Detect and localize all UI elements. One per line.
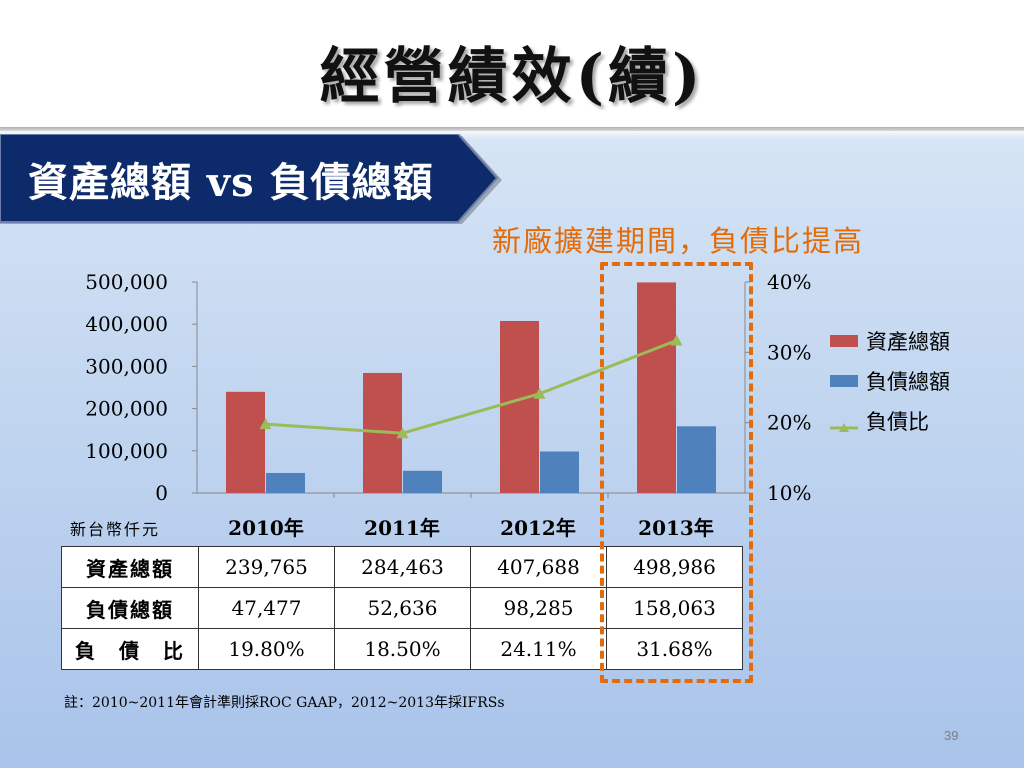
legend-item-assets: 資產總額 [830, 326, 950, 356]
bar-liabilities [266, 472, 305, 493]
row-label: 負債總額 [61, 587, 199, 629]
page-number: 39 [944, 728, 959, 743]
table-cell: 18.50% [334, 628, 471, 670]
y-left-tick-label: 100,000 [85, 439, 168, 463]
highlight-note: 新廠擴建期間，負債比提高 [492, 224, 865, 258]
year-header: 2010年 [228, 516, 304, 540]
y-left-tick-label: 500,000 [85, 270, 168, 294]
ratio-point [259, 418, 272, 430]
legend-label-liabilities: 負債總額 [866, 370, 950, 394]
ratio-point [533, 387, 546, 399]
table-cell: 498,986 [606, 546, 743, 588]
section-banner [0, 134, 505, 228]
year-header: 2011年 [364, 516, 440, 540]
legend-item-ratio: 負債比 [830, 406, 929, 436]
y-left-tick-label: 0 [155, 481, 168, 505]
table-row: 負債總額 47,477 52,636 98,285 158,063 [61, 587, 743, 629]
data-table: 資產總額 239,765 284,463 407,688 498,986 負債總… [61, 546, 743, 670]
legend-swatch-liabilities [830, 375, 858, 387]
y-left-tick-label: 300,000 [85, 354, 168, 378]
bar-liabilities [540, 451, 579, 493]
row-label: 負 債 比 [61, 628, 199, 670]
bar-assets [226, 391, 265, 493]
y-left-tick-label: 400,000 [85, 312, 168, 336]
table-cell: 24.11% [470, 628, 607, 670]
table-cell: 98,285 [470, 587, 607, 629]
y-right-tick-label: 10% [767, 481, 811, 505]
unit-label: 新台幣仟元 [70, 520, 161, 539]
year-header: 2013年 [638, 516, 714, 540]
table-row: 資產總額 239,765 284,463 407,688 498,986 [61, 546, 743, 588]
legend-label-ratio: 負債比 [866, 410, 929, 434]
bar-liabilities [677, 426, 716, 493]
highlight-2013-box [600, 262, 753, 683]
ratio-point [396, 427, 409, 439]
section-banner-text: 資產總額 vs 負債總額 [28, 159, 434, 206]
y-right-tick-label: 20% [767, 411, 811, 435]
table-cell: 47,477 [198, 587, 335, 629]
title-divider [0, 127, 1024, 131]
table-cell: 239,765 [198, 546, 335, 588]
table-cell: 158,063 [606, 587, 743, 629]
ratio-point [670, 334, 683, 346]
legend-label-assets: 資產總額 [866, 330, 950, 354]
footnote: 註：2010~2011年會計準則採ROC GAAP，2012~2013年採IFR… [64, 695, 505, 711]
bar-assets [637, 282, 676, 493]
table-cell: 19.80% [198, 628, 335, 670]
y-right-tick-label: 40% [767, 270, 811, 294]
ratio-line [265, 339, 678, 435]
page-title: 經營績效(續) [319, 42, 705, 112]
table-cell: 284,463 [334, 546, 471, 588]
row-label: 資產總額 [61, 546, 199, 588]
table-cell: 52,636 [334, 587, 471, 629]
legend-item-liabilities: 負債總額 [830, 366, 950, 396]
legend-swatch-assets [830, 335, 858, 347]
bar-assets [500, 320, 539, 493]
y-right-tick-label: 30% [767, 340, 811, 364]
legend-swatch-ratio [830, 415, 858, 432]
y-left-tick-label: 200,000 [85, 397, 168, 421]
table-cell: 407,688 [470, 546, 607, 588]
table-row: 負 債 比 19.80% 18.50% 24.11% 31.68% [61, 628, 743, 670]
bar-liabilities [403, 470, 442, 493]
year-header: 2012年 [500, 516, 576, 540]
table-cell: 31.68% [606, 628, 743, 670]
